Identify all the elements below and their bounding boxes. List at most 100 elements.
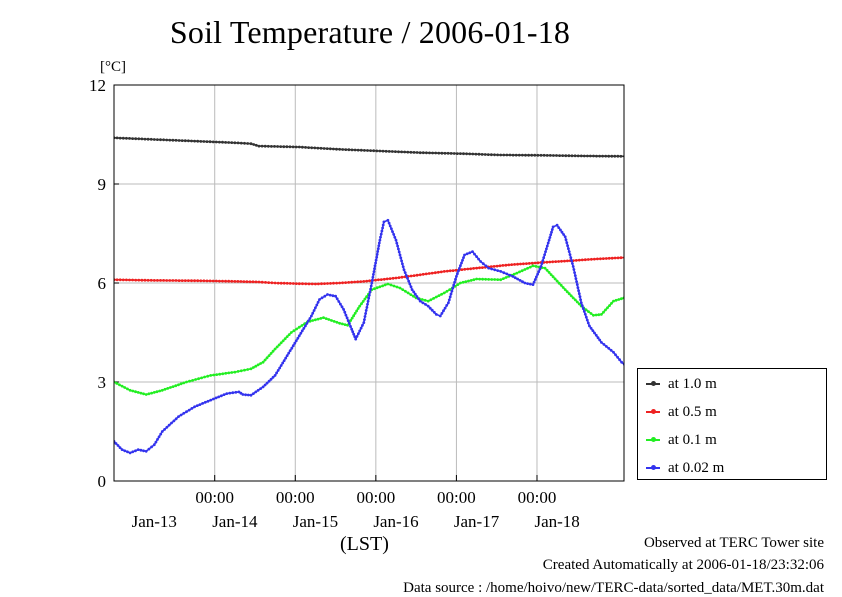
series-point: [221, 372, 225, 376]
series-point: [588, 324, 591, 328]
series-point: [489, 265, 493, 268]
series-point: [518, 270, 521, 274]
series-point: [152, 391, 156, 394]
series-point: [436, 270, 440, 274]
series-point: [397, 276, 401, 279]
series-point: [266, 144, 270, 148]
series-point: [371, 278, 374, 282]
series-point: [462, 152, 465, 156]
series-point: [364, 312, 367, 315]
series-point: [477, 152, 481, 156]
series-point: [689, 346, 692, 349]
series-point: [606, 306, 609, 310]
series-point: [358, 329, 362, 333]
series-point: [197, 377, 201, 381]
series-point: [190, 139, 193, 143]
series-point: [432, 310, 436, 314]
series-point: [409, 285, 413, 289]
series-point: [215, 373, 219, 376]
series-point: [525, 262, 528, 265]
series-point: [254, 364, 258, 368]
series-point: [388, 224, 392, 228]
series-point: [273, 281, 277, 285]
series-point: [583, 258, 587, 262]
series-point: [644, 331, 647, 334]
series-point: [320, 282, 323, 286]
series-point: [590, 257, 593, 261]
series-point: [499, 153, 503, 157]
series-point: [681, 334, 684, 337]
series-point: [338, 147, 341, 151]
series-point: [174, 417, 178, 421]
series-point: [518, 279, 522, 282]
series-point: [545, 154, 549, 157]
series-point: [613, 256, 617, 260]
series-point: [579, 298, 582, 302]
series-point: [374, 261, 377, 265]
series-point: [265, 356, 269, 360]
series-point: [510, 263, 514, 266]
series-point: [574, 277, 578, 280]
legend: at 1.0 m at 0.5 m at 0.1 m at 0.02 m: [637, 368, 827, 480]
series-point: [143, 278, 147, 282]
series-point: [618, 358, 621, 362]
series-point: [698, 355, 701, 358]
series-point: [297, 145, 301, 149]
series-point: [450, 289, 454, 293]
series-point: [317, 282, 320, 286]
series-point: [566, 244, 569, 248]
series-point: [647, 319, 650, 322]
series-point: [642, 340, 645, 343]
series-point: [557, 260, 560, 263]
series-point: [123, 386, 127, 389]
series-point: [381, 223, 385, 227]
series-point: [307, 319, 310, 323]
series-point: [528, 282, 532, 286]
series-point: [585, 318, 589, 322]
series-point: [678, 329, 681, 332]
series-point: [475, 255, 478, 258]
series-point: [206, 374, 210, 378]
series-point: [682, 337, 685, 340]
series-point: [276, 369, 280, 372]
series-point: [288, 349, 292, 352]
series-point: [486, 153, 490, 157]
series-point: [526, 266, 529, 270]
series-point: [305, 322, 309, 325]
series-point: [343, 323, 347, 326]
series-point: [174, 384, 178, 388]
series-point: [263, 144, 267, 148]
series-point: [125, 278, 128, 282]
series-point: [182, 411, 186, 415]
series-point: [364, 309, 368, 312]
series-point: [448, 288, 452, 291]
series-point: [349, 319, 353, 322]
series-point: [511, 275, 515, 278]
series-point: [536, 272, 539, 276]
series-point: [559, 228, 562, 232]
series-point: [144, 449, 148, 453]
series-point: [155, 390, 159, 394]
series-point: [134, 137, 138, 141]
series-point: [548, 260, 552, 264]
series-point: [366, 299, 370, 303]
series-point: [249, 367, 253, 371]
series-point: [564, 238, 568, 242]
series-point: [515, 271, 519, 275]
series-point: [562, 233, 565, 236]
series-point: [477, 257, 480, 261]
series-point: [589, 312, 593, 315]
series-point: [619, 154, 623, 158]
series-point: [243, 368, 246, 372]
series-point: [209, 398, 213, 402]
series-point: [212, 373, 216, 377]
series-point: [377, 244, 381, 248]
series-point: [637, 363, 640, 366]
series-point: [269, 352, 273, 355]
series-point: [144, 393, 148, 396]
series-point: [398, 253, 402, 257]
series-point: [156, 279, 159, 282]
series-point: [323, 294, 327, 298]
series-point: [328, 293, 332, 297]
series-point: [417, 297, 420, 301]
